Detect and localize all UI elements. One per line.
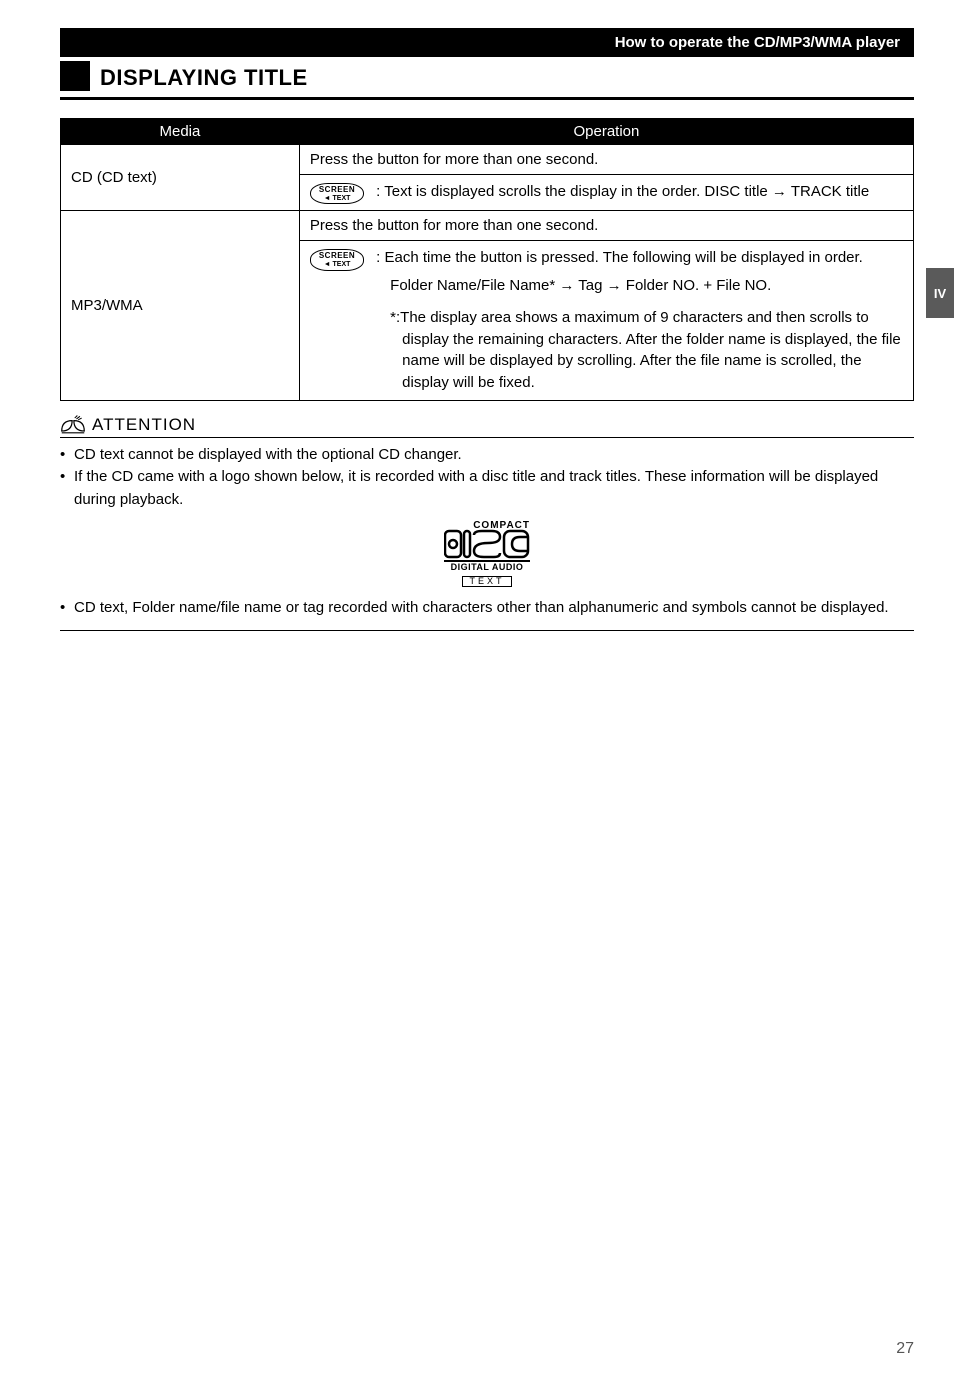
col-operation: Operation bbox=[299, 119, 913, 145]
bullet-item: • CD text cannot be displayed with the o… bbox=[60, 444, 914, 467]
btn-bottom-label: ◄ TEXT bbox=[324, 261, 351, 269]
content-area: Media Operation CD (CD text) Press the b… bbox=[60, 118, 914, 631]
screen-text-button-icon: SCREEN ◄ TEXT bbox=[310, 249, 364, 270]
attention-label: ATTENTION bbox=[92, 415, 196, 435]
desc-lead: : bbox=[376, 249, 380, 266]
bullet-text: CD text, Folder name/file name or tag re… bbox=[74, 597, 914, 620]
logo-digital-audio: DIGITAL AUDIO bbox=[444, 560, 530, 572]
bullet-dot: • bbox=[60, 444, 74, 467]
bullet-item: • CD text, Folder name/file name or tag … bbox=[60, 597, 914, 620]
media-cell-mp3: MP3/WMA bbox=[61, 211, 300, 401]
title-square-icon bbox=[60, 61, 90, 91]
title-row: DISPLAYING TITLE bbox=[60, 61, 914, 91]
header-bar: How to operate the CD/MP3/WMA player bbox=[60, 28, 914, 57]
star-note: *:The display area shows a maximum of 9 … bbox=[376, 307, 903, 394]
table-row: MP3/WMA Press the button for more than o… bbox=[61, 211, 914, 401]
disc-logo-icon bbox=[444, 529, 530, 559]
press-instruction: Press the button for more than one secon… bbox=[300, 211, 913, 241]
btn-top-label: SCREEN bbox=[319, 186, 355, 195]
operation-desc: : Each time the button is pressed. The f… bbox=[376, 247, 903, 394]
desc-line1: Each time the button is pressed. The fol… bbox=[385, 249, 863, 266]
page-number: 27 bbox=[896, 1340, 914, 1358]
btn-top-label: SCREEN bbox=[319, 252, 355, 261]
screen-text-button-icon: SCREEN ◄ TEXT bbox=[310, 183, 364, 204]
desc-line2: Folder Name/File Name* → Tag → Folder NO… bbox=[376, 275, 903, 297]
compact-disc-logo: COMPACT DIGITAL AUDIO TEXT bbox=[444, 521, 530, 588]
cd-logo-wrap: COMPACT DIGITAL AUDIO TEXT bbox=[60, 521, 914, 589]
btn-bottom-label: ◄ TEXT bbox=[324, 195, 351, 203]
bottom-rule bbox=[60, 630, 914, 631]
title-rule bbox=[60, 97, 914, 100]
bullet-text: CD text cannot be displayed with the opt… bbox=[74, 444, 914, 467]
bullet-item: • If the CD came with a logo shown below… bbox=[60, 466, 914, 511]
operation-desc: : Text is displayed scrolls the display … bbox=[376, 181, 903, 203]
operation-table: Media Operation CD (CD text) Press the b… bbox=[60, 118, 914, 401]
operation-cell-mp3: Press the button for more than one secon… bbox=[299, 211, 913, 401]
bullet-dot: • bbox=[60, 466, 74, 511]
bullet-dot: • bbox=[60, 597, 74, 620]
media-cell-cd: CD (CD text) bbox=[61, 145, 300, 211]
book-icon bbox=[60, 415, 86, 435]
col-media: Media bbox=[61, 119, 300, 145]
side-tab: IV bbox=[926, 268, 954, 318]
logo-text-box: TEXT bbox=[462, 576, 511, 587]
press-instruction: Press the button for more than one secon… bbox=[300, 145, 913, 175]
desc-lead: : bbox=[376, 183, 380, 200]
operation-cell-cd: Press the button for more than one secon… bbox=[299, 145, 913, 211]
desc-text: Text is displayed scrolls the display in… bbox=[384, 183, 869, 200]
table-row: CD (CD text) Press the button for more t… bbox=[61, 145, 914, 211]
bullet-text: If the CD came with a logo shown below, … bbox=[74, 466, 914, 511]
attention-bullets-2: • CD text, Folder name/file name or tag … bbox=[60, 597, 914, 620]
section-title: DISPLAYING TITLE bbox=[100, 65, 308, 91]
attention-bullets: • CD text cannot be displayed with the o… bbox=[60, 444, 914, 512]
attention-header: ATTENTION bbox=[60, 415, 914, 438]
